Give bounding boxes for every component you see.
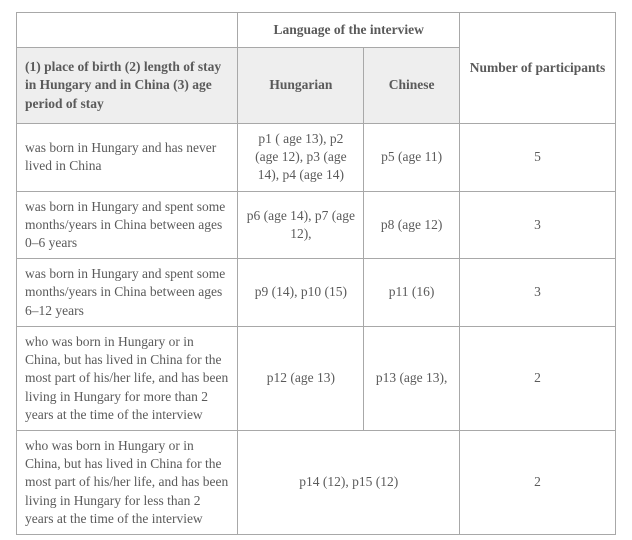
cell-count: 2 <box>459 430 615 534</box>
header-hungarian: Hungarian <box>238 48 364 124</box>
row-label: was born in Hungary and has never lived … <box>17 123 238 191</box>
corner-blank <box>17 13 238 48</box>
table-row: who was born in Hungary or in China, but… <box>17 326 616 430</box>
cell-chinese: p8 (age 12) <box>364 191 460 259</box>
row-label: who was born in Hungary or in China, but… <box>17 326 238 430</box>
header-language: Language of the interview <box>238 13 459 48</box>
cell-count: 2 <box>459 326 615 430</box>
row-label: was born in Hungary and spent some month… <box>17 259 238 327</box>
table-row: who was born in Hungary or in China, but… <box>17 430 616 534</box>
cell-count: 3 <box>459 191 615 259</box>
participants-table: Language of the interview Number of part… <box>16 12 616 535</box>
header-chinese: Chinese <box>364 48 460 124</box>
cell-chinese: p11 (16) <box>364 259 460 327</box>
cell-hungarian: p14 (12), p15 (12) <box>238 430 459 534</box>
header-left: (1) place of birth (2) length of stay in… <box>17 48 238 124</box>
row-label: was born in Hungary and spent some month… <box>17 191 238 259</box>
cell-chinese: p13 (age 13), <box>364 326 460 430</box>
cell-count: 3 <box>459 259 615 327</box>
cell-count: 5 <box>459 123 615 191</box>
table-row: was born in Hungary and spent some month… <box>17 191 616 259</box>
table-row: was born in Hungary and has never lived … <box>17 123 616 191</box>
row-label: who was born in Hungary or in China, but… <box>17 430 238 534</box>
cell-hungarian: p6 (age 14), p7 (age 12), <box>238 191 364 259</box>
table-row: was born in Hungary and spent some month… <box>17 259 616 327</box>
cell-hungarian: p9 (14), p10 (15) <box>238 259 364 327</box>
cell-hungarian: p1 ( age 13), p2 (age 12), p3 (age 14), … <box>238 123 364 191</box>
header-number: Number of participants <box>459 13 615 124</box>
cell-chinese: p5 (age 11) <box>364 123 460 191</box>
cell-hungarian: p12 (age 13) <box>238 326 364 430</box>
